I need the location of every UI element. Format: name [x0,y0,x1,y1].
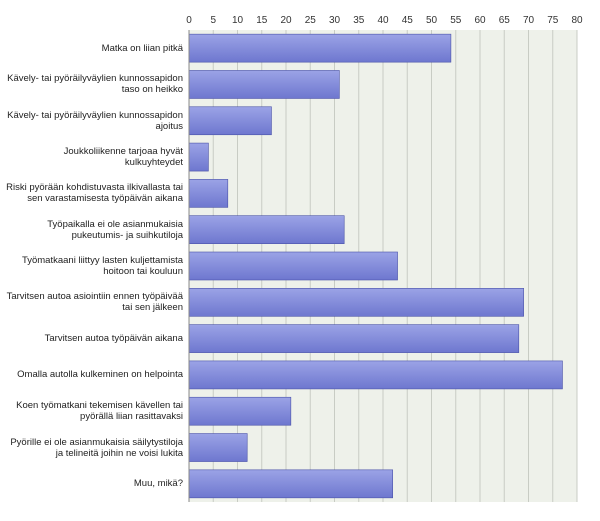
x-tick-label: 55 [450,15,462,26]
x-tick-label: 45 [402,15,414,26]
x-tick-label: 5 [210,15,216,26]
bar [188,324,520,353]
x-tick-label: 35 [353,15,365,26]
category-label: Muu, mikä? [133,478,183,490]
bar [188,469,393,499]
bar [188,251,398,281]
x-tick-label: 70 [523,15,535,26]
category-label: Tarvitsen autoa työpäivän aikana [44,333,183,345]
x-axis-ticks: 0 5 10 15 20 25 30 35 40 45 50 55 60 65 70 75 80 [186,15,583,26]
category-label: Omalla autolla kulkeminen on helpointa [17,369,183,381]
x-tick-label: 15 [256,15,268,26]
x-tick-label: 40 [377,15,389,26]
x-tick-label: 60 [474,15,486,26]
x-tick-label: 20 [280,15,292,26]
category-label: Pyörille ei ole asianmukaisia säilytysti… [10,436,183,459]
category-label: Riski pyörään kohdistuvasta ilkivallasta… [6,182,183,205]
bar [188,433,248,462]
bar [188,215,345,244]
category-label: Koen työmatkani tekemisen kävellen tai p… [16,400,183,423]
x-tick-label: 65 [499,15,511,26]
bar [188,179,229,208]
x-tick-label: 10 [232,15,244,26]
bar [188,288,524,317]
category-label: Työpaikalla ei ole asianmukaisia pukeutu… [47,218,183,241]
bar [188,396,292,426]
bar [188,106,272,136]
x-tick-label: 50 [426,15,438,26]
x-tick-label: 30 [329,15,341,26]
x-tick-label: 75 [547,15,559,26]
category-label: Kävely- tai pyöräilyväylien kunnossapido… [7,73,183,96]
x-tick-label: 0 [186,15,192,26]
bar [188,33,452,63]
category-label: Tarvitsen autoa asiointiin ennen työpäiv… [6,291,183,314]
bars [188,33,563,499]
bar [188,142,209,172]
x-tick-label: 25 [305,15,317,26]
bar [188,70,340,99]
bar [188,360,563,390]
category-label: Matka on liian pitkä [101,42,183,54]
x-tick-label: 80 [571,15,583,26]
category-label: Työmatkaani liittyy lasten kuljettamista… [21,255,183,277]
category-label: Joukkoliikenne tarjoaa hyvät kulkuyhteyd… [63,146,183,169]
category-label: Kävely- tai pyöräilyväylien kunnossapido… [7,109,183,132]
